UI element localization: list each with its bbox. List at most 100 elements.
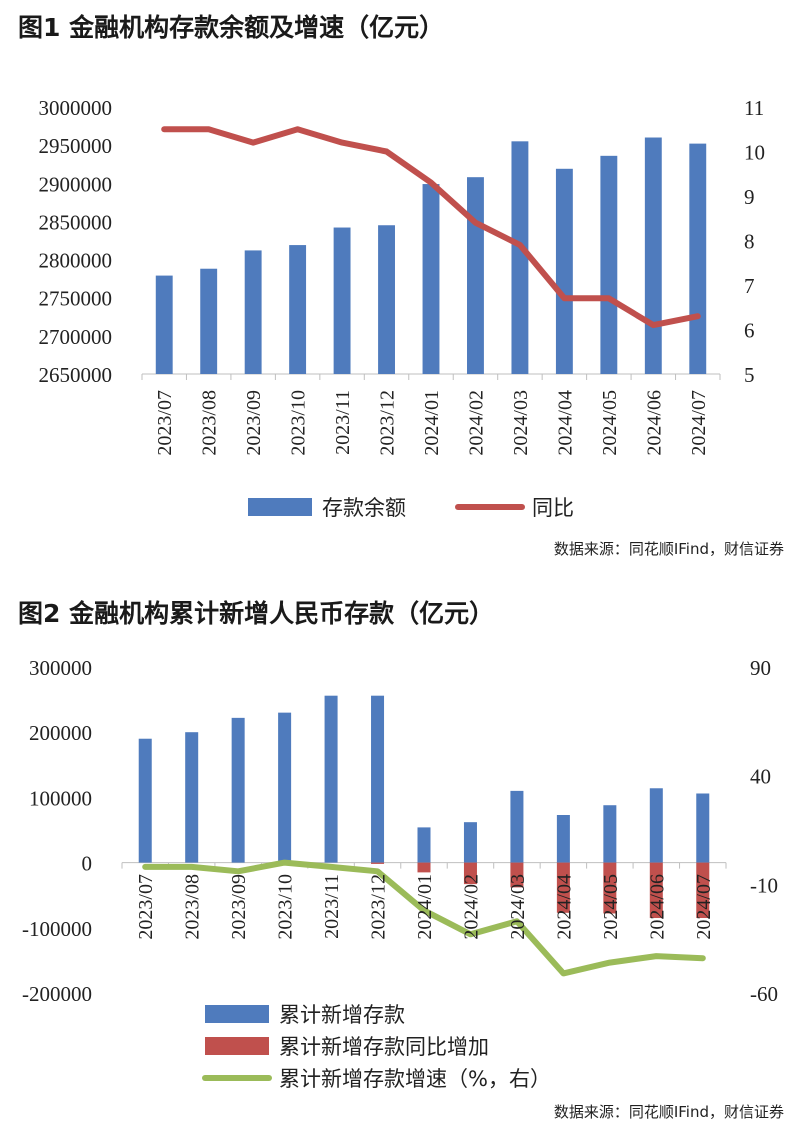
x-tick-label-2023/08: 2023/08 <box>199 390 221 456</box>
x-tick-label-2023/07: 2023/07 <box>135 874 157 940</box>
x-tick-label-2024/05: 2024/05 <box>600 874 622 940</box>
y-left-tick-label: 2950000 <box>39 134 113 158</box>
y-right-tick-label: 5 <box>744 363 755 387</box>
x-tick-label-2023/11: 2023/11 <box>321 874 343 939</box>
figure1-source: 数据来源：同花顺IFind，财信证券 <box>553 540 784 558</box>
y-right-tick-label: 10 <box>744 141 765 165</box>
bar-存款余额-2024/06 <box>644 137 662 374</box>
bar-累计新增存款-2024/02 <box>463 822 477 863</box>
bar-累计新增存款-2023/09 <box>231 717 245 863</box>
x-tick-label-2024/07: 2024/07 <box>693 874 715 940</box>
x-tick-label-2024/05: 2024/05 <box>599 390 621 456</box>
y-right-tick-label: 11 <box>744 96 764 120</box>
legend-swatch-累计新增存款 <box>205 1005 269 1023</box>
legend-swatch-累计新增存款同比增加 <box>205 1037 269 1055</box>
x-tick-label-2024/07: 2024/07 <box>688 390 710 456</box>
bar-累计新增存款-2023/08 <box>185 732 199 863</box>
y-left-tick-label: 100000 <box>29 786 92 810</box>
y-right-tick-label: 40 <box>750 765 771 789</box>
bar-存款余额-2023/08 <box>200 268 218 374</box>
y-right-tick-label: 8 <box>744 230 755 254</box>
bar-存款余额-2024/05 <box>600 155 618 374</box>
y-left-tick-label: 2700000 <box>39 325 113 349</box>
x-tick-label-2023/08: 2023/08 <box>182 874 204 940</box>
x-tick-label-2023/10: 2023/10 <box>288 390 310 456</box>
y-left-tick-label: 2800000 <box>39 249 113 273</box>
x-tick-label-2024/03: 2024/03 <box>510 390 532 456</box>
legend-label: 累计新增存款同比增加 <box>279 1035 489 1059</box>
series-line-累计新增存款增速（%，右） <box>142 859 706 977</box>
bar-累计新增存款-2024/06 <box>649 788 663 863</box>
bar-累计新增存款同比增加-2024/06 <box>649 862 663 919</box>
y-right-tick-label: 9 <box>744 185 755 209</box>
bar-存款余额-2023/09 <box>244 250 262 374</box>
x-tick-label-2024/02: 2024/02 <box>460 874 482 940</box>
bar-存款余额-2023/12 <box>378 225 395 374</box>
y-right-tick-label: -10 <box>750 873 778 897</box>
x-tick-label-2023/09: 2023/09 <box>243 390 265 456</box>
bar-累计新增存款-2024/03 <box>510 790 524 863</box>
y-left-tick-label: 2900000 <box>39 172 113 196</box>
y-left-tick-label: 2850000 <box>39 210 113 234</box>
bar-累计新增存款-2024/04 <box>556 815 570 863</box>
bar-累计新增存款同比增加-2024/05 <box>603 862 617 914</box>
y-left-tick-label: 200000 <box>29 721 92 745</box>
x-tick-label-2024/04: 2024/04 <box>553 874 575 940</box>
bar-存款余额-2024/01 <box>422 184 440 374</box>
bar-存款余额-2024/07 <box>689 143 707 374</box>
bar-存款余额-2023/11 <box>333 227 351 374</box>
y-right-tick-label: 6 <box>744 319 755 343</box>
bar-累计新增存款同比增加-2023/12 <box>371 862 385 864</box>
y-left-tick-label: 3000000 <box>39 96 113 120</box>
figure2-source: 数据来源：同花顺IFind，财信证券 <box>553 1103 784 1121</box>
bar-累计新增存款同比增加-2024/04 <box>556 862 570 913</box>
x-tick-label-2023/12: 2023/12 <box>377 390 399 456</box>
bar-存款余额-2024/02 <box>467 177 484 374</box>
bar-累计新增存款-2023/11 <box>324 695 338 863</box>
bar-累计新增存款同比增加-2024/02 <box>463 862 477 885</box>
bar-累计新增存款-2023/12 <box>371 695 385 863</box>
y-left-tick-label: 2750000 <box>39 287 113 311</box>
x-tick-label-2023/10: 2023/10 <box>275 874 297 940</box>
series-line-同比 <box>161 126 701 329</box>
bar-累计新增存款同比增加-2024/07 <box>696 862 710 919</box>
y-right-tick-label: -60 <box>750 982 778 1006</box>
x-tick-label-2024/02: 2024/02 <box>465 390 487 456</box>
figure1-chart: 2650000 2700000 2750000 2800000 2850000 29000… <box>39 96 766 520</box>
x-tick-label-2024/03: 2024/03 <box>507 874 529 940</box>
x-tick-label-2023/12: 2023/12 <box>368 874 390 940</box>
y-left-tick-label: -200000 <box>22 982 92 1006</box>
x-tick-label-2023/09: 2023/09 <box>228 874 250 940</box>
bar-累计新增存款-2023/07 <box>138 738 152 863</box>
y-left-tick-label: 300000 <box>29 656 92 680</box>
x-tick-label-2024/01: 2024/01 <box>414 874 436 940</box>
bar-累计新增存款-2023/10 <box>278 712 292 863</box>
legend-label: 存款余额 <box>322 496 406 520</box>
bar-累计新增存款-2024/07 <box>696 793 710 863</box>
bar-存款余额-2023/07 <box>155 275 173 374</box>
legend-label: 同比 <box>532 496 574 520</box>
figure2-title: 图2 金融机构累计新增人民币存款（亿元） <box>18 599 495 628</box>
bar-累计新增存款同比增加-2024/01 <box>417 862 431 873</box>
bar-存款余额-2024/03 <box>511 141 529 374</box>
figure2-chart: -200000 -100000 0 100000 200000 300000 -60 -10 4… <box>22 656 778 1091</box>
y-left-tick-label: 0 <box>82 852 93 876</box>
figure1-title: 图1 金融机构存款余额及增速（亿元） <box>18 13 445 42</box>
x-tick-label-2024/01: 2024/01 <box>421 390 443 456</box>
x-tick-label-2023/11: 2023/11 <box>332 390 354 455</box>
bar-累计新增存款-2024/01 <box>417 827 431 863</box>
y-right-tick-label: 90 <box>750 656 771 680</box>
legend-label: 累计新增存款增速（%，右） <box>279 1067 551 1091</box>
x-tick-label-2024/06: 2024/06 <box>646 874 668 940</box>
legend-swatch-存款余额 <box>248 498 312 516</box>
x-tick-label-2024/06: 2024/06 <box>643 390 665 456</box>
bar-累计新增存款同比增加-2024/03 <box>510 862 524 888</box>
y-left-tick-label: -100000 <box>22 917 92 941</box>
x-tick-label-2023/07: 2023/07 <box>154 390 176 456</box>
bar-存款余额-2023/10 <box>289 245 307 374</box>
y-right-tick-label: 7 <box>744 274 755 298</box>
legend-label: 累计新增存款 <box>279 1003 405 1027</box>
bar-累计新增存款-2024/05 <box>603 805 617 863</box>
x-tick-label-2024/04: 2024/04 <box>554 390 576 456</box>
bar-存款余额-2024/04 <box>555 168 573 374</box>
